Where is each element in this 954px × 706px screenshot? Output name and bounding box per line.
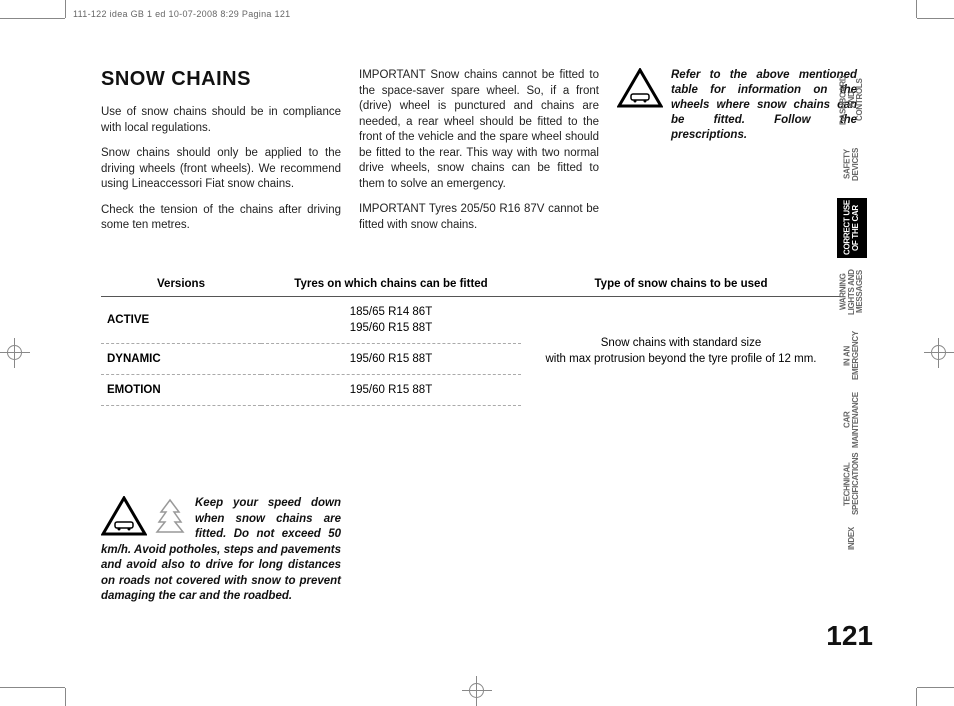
- column-2: IMPORTANT Snow chains cannot be fitted t…: [359, 68, 599, 244]
- content: SNOW CHAINS Use of snow chains should be…: [101, 68, 861, 605]
- cell-tyre: 185/65 R14 86T195/60 R15 88T: [261, 296, 521, 343]
- snow-chain-table: Versions Tyres on which chains can be fi…: [101, 272, 861, 406]
- page-number: 121: [826, 620, 873, 652]
- tab-warning-lights[interactable]: WARNING LIGHTS AND MESSAGES: [837, 262, 867, 322]
- para: Use of snow chains should be in complian…: [101, 105, 341, 136]
- tab-tech-specs[interactable]: TECHNICAL SPECIFICATIONS: [837, 454, 867, 514]
- para: IMPORTANT Snow chains cannot be fitted t…: [359, 68, 599, 192]
- th-tyres: Tyres on which chains can be fitted: [261, 272, 521, 297]
- cell-tyre: 195/60 R15 88T: [261, 374, 521, 405]
- column-1: SNOW CHAINS Use of snow chains should be…: [101, 68, 341, 244]
- tab-index[interactable]: INDEX: [837, 518, 867, 560]
- warning-car-icon: [101, 496, 147, 536]
- tab-maintenance[interactable]: CAR MAINTENANCE: [837, 390, 867, 450]
- print-meta: 111-122 idea GB 1 ed 10-07-2008 8:29 Pag…: [73, 9, 290, 19]
- page: 111-122 idea GB 1 ed 10-07-2008 8:29 Pag…: [65, 18, 917, 688]
- warning-car-icon: [617, 68, 663, 108]
- cell-version: EMOTION: [101, 374, 261, 405]
- cell-version: ACTIVE: [101, 296, 261, 343]
- cell-version: DYNAMIC: [101, 343, 261, 374]
- warning-text: Refer to the above mentioned table for i…: [671, 68, 857, 143]
- side-tabs: DASHBOARD AND CONTROLS SAFETY DEVICES CO…: [837, 70, 877, 564]
- snow-tree-icon: [153, 496, 187, 536]
- para: IMPORTANT Tyres 205/50 R16 87V cannot be…: [359, 202, 599, 233]
- tab-correct-use[interactable]: CORRECT USE OF THE CAR: [837, 198, 867, 258]
- para: Check the tension of the chains after dr…: [101, 203, 341, 234]
- tab-emergency[interactable]: IN AN EMERGENCY: [837, 326, 867, 386]
- page-title: SNOW CHAINS: [101, 68, 341, 91]
- th-versions: Versions: [101, 272, 261, 297]
- column-3: Refer to the above mentioned table for i…: [617, 68, 857, 244]
- lower-warning: Keep your speed down when snow chains ar…: [101, 496, 341, 605]
- cell-tyre: 195/60 R15 88T: [261, 343, 521, 374]
- cell-chains: Snow chains with standard sizewith max p…: [521, 296, 841, 405]
- tab-dashboard[interactable]: DASHBOARD AND CONTROLS: [837, 70, 867, 130]
- th-chains: Type of snow chains to be used: [521, 272, 841, 297]
- para: Snow chains should only be applied to th…: [101, 146, 341, 193]
- table-row: ACTIVE 185/65 R14 86T195/60 R15 88T Snow…: [101, 296, 841, 343]
- tab-safety[interactable]: SAFETY DEVICES: [837, 134, 867, 194]
